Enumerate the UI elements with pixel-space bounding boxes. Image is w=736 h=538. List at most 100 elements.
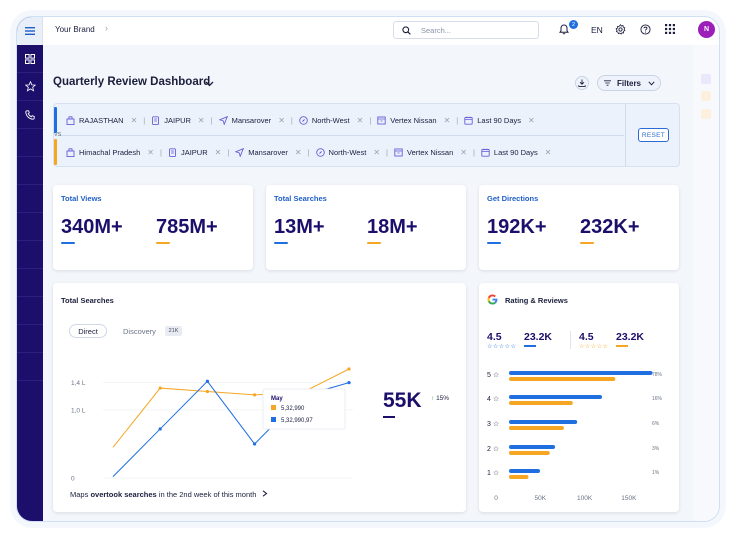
close-icon[interactable]: ✕ (443, 115, 451, 125)
rating-value-compare: 4.5 (579, 331, 594, 343)
menu-toggle-button[interactable] (17, 17, 43, 45)
data-point (347, 367, 351, 371)
close-icon[interactable]: ✕ (278, 115, 285, 125)
filter-chip-label: JAIPUR (164, 115, 191, 125)
rating-distribution-bar-chart: 5 ☆ 78% 4 ☆ 16% 3 ☆ 6% 2 ☆ 3% 1 ☆ 1% 0 50K 100K 150K (487, 371, 663, 502)
reset-area: RESET (625, 104, 681, 166)
filters-button[interactable]: Filters (597, 75, 661, 91)
primary-row-marker (54, 107, 57, 133)
close-icon[interactable]: ✕ (147, 147, 154, 157)
filter-chip-label: Vertex Nissan (390, 115, 437, 125)
sidebar-item-empty-3[interactable] (17, 185, 43, 213)
close-icon[interactable]: ✕ (214, 147, 222, 157)
filter-chip-label: JAIPUR (180, 147, 208, 157)
insight-suffix: in the 2nd week of this month (156, 490, 257, 499)
sidebar-item-empty-4[interactable] (17, 213, 43, 241)
filter-chip[interactable]: Last 90 Days ✕ (481, 148, 551, 157)
close-icon[interactable]: ✕ (197, 115, 205, 125)
rating-level-label: 3 ☆ (487, 420, 499, 428)
sidebar-item-calls[interactable] (17, 101, 43, 129)
language-selector[interactable]: EN (591, 25, 603, 35)
building-icon (152, 115, 160, 125)
filter-chip-list: RAJASTHAN ✕ | JAIPUR ✕ | Mansarover ✕ | North-Wes… (66, 105, 541, 135)
filter-chip[interactable]: JAIPUR ✕ | (151, 115, 213, 125)
close-icon[interactable]: ✕ (130, 115, 138, 125)
apps-grid-icon[interactable] (665, 24, 675, 34)
bell-icon[interactable] (559, 24, 569, 35)
app-window: Your Brand › Search... 2 EN N Quarterly … (16, 16, 720, 522)
kpi-change: ↑ 15% (431, 395, 449, 402)
filter-chip-label: Mansarover (231, 115, 272, 125)
close-icon[interactable]: ✕ (373, 147, 381, 157)
tab-direct[interactable]: Direct (69, 324, 107, 338)
sidebar-item-empty-1[interactable] (17, 129, 43, 157)
rating-level-label: 5 ☆ (487, 371, 499, 379)
rating-value-primary: 4.5 (487, 331, 502, 343)
filter-chip[interactable]: North-West ✕ | (299, 116, 371, 125)
filter-chip[interactable]: North-West ✕ | (315, 147, 388, 157)
help-icon[interactable] (640, 24, 651, 35)
x-tick-label: 150K (621, 495, 637, 502)
search-input[interactable]: Search... (421, 26, 452, 35)
filter-chip[interactable]: Vertex Nissan ✕ | (377, 116, 458, 125)
filter-chip[interactable]: JAIPUR ✕ | (168, 148, 229, 157)
page-title: Quarterly Review Dashboard (53, 76, 211, 88)
kpi-underline (383, 416, 395, 418)
filter-chip-label: Himachal Pradesh (79, 147, 141, 157)
filter-chip[interactable]: Mansarover ✕ | (218, 115, 293, 125)
data-point (158, 427, 162, 431)
filter-chip[interactable]: RAJASTHAN ✕ | (66, 116, 145, 125)
panel-shortcut-2[interactable] (701, 91, 711, 101)
rating-bar (509, 377, 616, 381)
compare-underline (367, 242, 381, 244)
sidebar-item-empty-8[interactable] (17, 325, 43, 353)
filter-chip-label: Vertex Nissan (406, 147, 454, 157)
panel-shortcut-3[interactable] (701, 109, 711, 119)
compare-underline (616, 345, 628, 347)
sidebar-item-empty-2[interactable] (17, 157, 43, 185)
tooltip-swatch (271, 405, 276, 410)
sidebar-item-empty-6[interactable] (17, 269, 43, 297)
sidebar-item-empty-7[interactable] (17, 297, 43, 325)
compass-icon (299, 115, 308, 125)
reset-button[interactable]: RESET (638, 128, 669, 142)
filter-chip[interactable]: Mansarover ✕ | (235, 147, 310, 157)
y-tick-label: 0 (71, 476, 75, 483)
close-icon[interactable]: ✕ (356, 115, 364, 125)
filter-chip[interactable]: Last 90 Days ✕ (464, 115, 535, 125)
search-box[interactable]: Search... (393, 21, 539, 39)
chevron-down-icon[interactable] (205, 81, 214, 87)
gear-icon[interactable] (615, 24, 626, 35)
rating-level-label: 4 ☆ (487, 395, 499, 403)
close-icon[interactable]: ✕ (460, 147, 467, 157)
rating-level-label: 2 ☆ (487, 445, 499, 453)
chip-separator: | (472, 147, 475, 157)
sidebar-item-empty-5[interactable] (17, 241, 43, 269)
panel-shortcut-1[interactable] (701, 74, 711, 84)
data-point (347, 381, 351, 385)
sidebar-item-dashboard[interactable] (17, 45, 43, 73)
rating-bar (509, 371, 653, 375)
avatar[interactable]: N (698, 21, 715, 38)
sidebar-item-favorites[interactable] (17, 73, 43, 101)
close-icon[interactable]: ✕ (544, 147, 552, 157)
stat-value-primary: 192K+ (487, 216, 547, 238)
tooltip-box (262, 388, 346, 430)
filter-chip[interactable]: Vertex Nissan ✕ | (394, 148, 475, 157)
download-button[interactable] (575, 76, 589, 90)
rating-stars-primary: ☆☆☆☆☆ (487, 344, 517, 350)
chevron-down-icon (648, 81, 655, 86)
close-icon[interactable]: ✕ (528, 115, 535, 125)
filter-chip[interactable]: Himachal Pradesh ✕ | (66, 148, 162, 157)
filter-chip-label: Last 90 Days (493, 147, 538, 157)
sidebar-item-empty-9[interactable] (17, 353, 43, 381)
kpi-value: 55K (383, 389, 422, 412)
close-icon[interactable]: ✕ (294, 147, 302, 157)
filter-chip-label: RAJASTHAN (79, 115, 124, 125)
brand-name[interactable]: Your Brand (55, 25, 95, 34)
tab-discovery[interactable]: Discovery (123, 327, 156, 336)
calendar-icon (464, 116, 473, 125)
insight-note[interactable]: Maps overtook searches in the 2nd week o… (70, 490, 268, 499)
filters-label: Filters (617, 79, 642, 88)
chip-separator: | (159, 147, 162, 157)
